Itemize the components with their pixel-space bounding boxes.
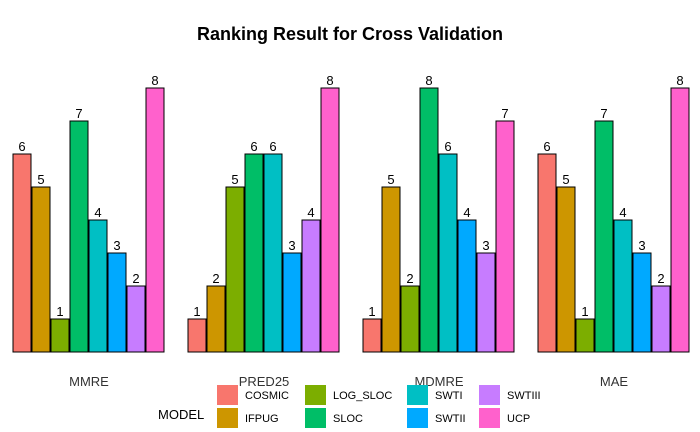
data-label-mdmre-ucp: 7 [501,106,508,121]
bar-mmre-log-sloc [50,318,70,353]
data-label-mdmre-swtii: 4 [463,205,470,220]
data-label-pred25-ifpug: 2 [212,271,219,286]
bar-mmre-ifpug [31,186,51,353]
legend-key-ifpug [217,408,238,428]
bar-pred25-swtiii [301,219,321,353]
data-label-mae-cosmic: 6 [543,139,550,154]
bar-mae-swti [613,219,633,353]
legend-label-sloc: SLOC [333,413,363,425]
data-label-mae-sloc: 7 [600,106,607,121]
bar-mae-ifpug [556,186,576,353]
data-label-mmre-swtii: 3 [113,238,120,253]
data-label-pred25-cosmic: 1 [193,304,200,319]
data-label-mmre-ifpug: 5 [37,172,44,187]
bar-mdmre-swtiii [476,252,496,353]
bar-mae-sloc [594,120,614,353]
bar-mae-ucp [670,87,690,353]
data-label-mmre-swti: 4 [94,205,101,220]
data-label-mae-log-sloc: 1 [581,304,588,319]
bar-mmre-swti [88,219,108,353]
bar-mdmre-swti [438,153,458,353]
data-label-mmre-cosmic: 6 [18,139,25,154]
legend-key-cosmic [217,385,238,405]
bar-pred25-ucp [320,87,340,353]
legend-key-ucp [479,408,500,428]
data-label-mmre-ucp: 8 [151,73,158,88]
data-label-mae-ifpug: 5 [562,172,569,187]
bar-mmre-cosmic [12,153,32,353]
data-label-pred25-log-sloc: 5 [231,172,238,187]
data-label-mdmre-ifpug: 5 [387,172,394,187]
bar-mdmre-sloc [419,87,439,353]
legend-label-log-sloc: LOG_SLOC [333,390,392,402]
legend-key-sloc [305,408,326,428]
legend-key-swti [407,385,428,405]
legend-label-ifpug: IFPUG [245,413,279,425]
bar-mmre-ucp [145,87,165,353]
data-label-mdmre-swti: 6 [444,139,451,154]
bar-mdmre-cosmic [362,318,382,353]
bar-pred25-cosmic [187,318,207,353]
bar-mae-log-sloc [575,318,595,353]
legend-label-cosmic: COSMIC [245,390,289,402]
data-label-mae-swtii: 3 [638,238,645,253]
bar-mdmre-log-sloc [400,285,420,353]
legend-label-swtiii: SWTIII [507,390,541,402]
bar-pred25-log-sloc [225,186,245,353]
data-label-mmre-log-sloc: 1 [56,304,63,319]
bar-pred25-sloc [244,153,264,353]
bar-mdmre-ifpug [381,186,401,353]
legend-key-swtiii [479,385,500,405]
category-label-pred25: PRED25 [239,374,290,389]
bar-mae-cosmic [537,153,557,353]
bar-pred25-ifpug [206,285,226,353]
bar-mae-swtii [632,252,652,353]
bar-mmre-swtiii [126,285,146,353]
data-label-pred25-swtiii: 4 [307,205,314,220]
legend: MODEL COSMIC LOG_SLOC SWTI SWTIII IFPUG SLOC S… [158,385,541,428]
bar-mae-swtiii [651,285,671,353]
legend-key-swtii [407,408,428,428]
data-label-pred25-sloc: 6 [250,139,257,154]
category-labels: MMRE PRED25 MDMRE MAE [69,374,628,389]
legend-label-swti: SWTI [435,390,463,402]
chart-title: Ranking Result for Cross Validation [197,24,503,44]
data-label-mmre-swtiii: 2 [132,271,139,286]
data-label-mdmre-cosmic: 1 [368,304,375,319]
data-label-mae-ucp: 8 [676,73,683,88]
legend-label-swtii: SWTII [435,413,466,425]
data-label-pred25-swti: 6 [269,139,276,154]
data-label-mdmre-log-sloc: 2 [406,271,413,286]
data-label-pred25-swtii: 3 [288,238,295,253]
category-label-mae: MAE [600,374,629,389]
category-label-mmre: MMRE [69,374,109,389]
data-label-mdmre-sloc: 8 [425,73,432,88]
legend-label-ucp: UCP [507,413,530,425]
bar-mmre-swtii [107,252,127,353]
legend-title: MODEL [158,407,204,422]
bar-mdmre-swtii [457,219,477,353]
bar-pred25-swtii [282,252,302,353]
legend-key-log-sloc [305,385,326,405]
bar-mmre-sloc [69,120,89,353]
data-label-mmre-sloc: 7 [75,106,82,121]
data-label-mae-swtiii: 2 [657,271,664,286]
data-label-mae-swti: 4 [619,205,626,220]
data-label-mdmre-swtiii: 3 [482,238,489,253]
data-label-pred25-ucp: 8 [326,73,333,88]
bar-mdmre-ucp [495,120,515,353]
bar-pred25-swti [263,153,283,353]
